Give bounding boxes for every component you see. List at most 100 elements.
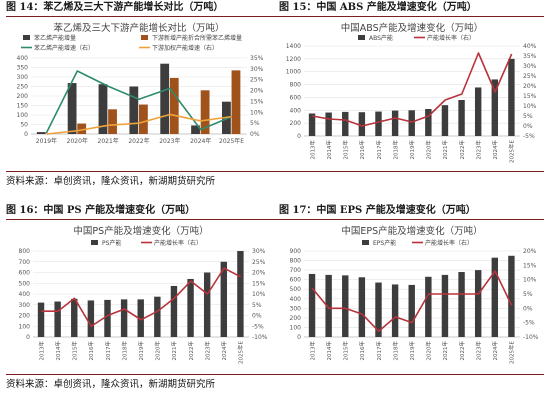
x-tick-label: 2017年 — [375, 341, 383, 361]
legend-label: ABS产能 — [369, 34, 393, 42]
x-tick-label: 2019年 — [137, 341, 145, 361]
x-tick-label: 2018年 — [391, 341, 399, 361]
bar — [160, 63, 170, 135]
bar — [37, 302, 45, 337]
bar — [491, 79, 499, 136]
bar — [231, 70, 241, 134]
legend-swatch — [362, 240, 369, 245]
bar — [375, 282, 382, 337]
y2-tick-label: 35% — [523, 53, 537, 60]
bar — [508, 255, 515, 337]
y2-tick-label: 35% — [250, 55, 264, 62]
x-tick-label: 2020年 — [154, 341, 162, 361]
bar — [474, 87, 482, 136]
y2-tick-label: 0% — [523, 123, 533, 130]
y2-tick-label: -10% — [252, 334, 268, 341]
chart-14-svg: 苯乙烯及三大下游产能增长对比（万吨） 0 50 100 150 200 250 300 350 4… — [17, 22, 264, 145]
y-tick-label: 200 — [290, 120, 302, 127]
bar — [170, 285, 178, 337]
legend-label: 产能增长率（右） — [154, 239, 202, 247]
x-tick-label: 2022年 — [187, 341, 195, 361]
x-tick-label: 2020年 — [67, 137, 88, 145]
y2-tick-label: 20% — [252, 270, 266, 277]
chart-panel-14: 苯乙烯及三大下游产能增长对比（万吨） 0 50 100 150 200 250 300 350 4… — [5, 18, 275, 168]
legend-label: 下游加权产能增速（右） — [152, 44, 218, 52]
bar — [77, 123, 87, 134]
legend-swatch — [23, 35, 30, 40]
y-tick-label: 100 — [17, 112, 29, 119]
legend-label: 产能增长率（右） — [427, 34, 475, 42]
legend-label: 产能增长率（右） — [425, 239, 473, 247]
y-tick-label: 200 — [290, 315, 302, 322]
x-tick-label: 2025年E — [237, 340, 245, 363]
y-tick-label: 0 — [297, 133, 301, 140]
y-tick-label: 1000 — [286, 69, 301, 76]
x-tick-label: 2014年 — [325, 140, 333, 160]
x-tick-label: 2023年 — [474, 140, 482, 160]
header-rule-top — [6, 16, 544, 17]
y2-tick-label: 25% — [250, 77, 264, 84]
y2-tick-label: 15% — [252, 280, 266, 287]
y2-tick-label: 10% — [252, 291, 266, 298]
y-tick-label: 700 — [19, 259, 31, 266]
bar — [342, 275, 349, 337]
y-tick-label: 100 — [290, 324, 302, 331]
source-note-top: 资料来源：卓创资讯，隆众资讯，新湖期货研究所 — [6, 176, 216, 187]
legend-label: 下游新增产能折合所需苯乙烯增量 — [152, 34, 242, 42]
x-tick-label: 2016年 — [87, 341, 95, 361]
y-tick-label: 400 — [290, 296, 302, 303]
y-tick-label: 350 — [17, 65, 29, 72]
chart-panel-16: 中国PS产能及增速变化（万吨） 0 100 200 300 400 500 600 700 800… — [5, 221, 275, 371]
x-tick-label: 2022年 — [128, 137, 149, 145]
y2-tick-label: 10% — [250, 109, 264, 116]
x-tick-label: 2020年 — [425, 140, 433, 160]
x-tick-label: 2014年 — [325, 341, 333, 361]
bar — [408, 110, 415, 136]
bar — [474, 270, 482, 337]
series-line — [312, 52, 513, 127]
series-line — [41, 267, 242, 328]
bar — [137, 299, 144, 338]
bar — [220, 261, 228, 337]
y2-tick-label: 25% — [252, 259, 266, 266]
bar — [358, 277, 366, 337]
x-tick-label: 2021年 — [441, 341, 449, 361]
y2-tick-label: 25% — [523, 73, 537, 80]
x-tick-label: 2021年 — [98, 137, 119, 145]
y-tick-label: 800 — [290, 258, 302, 265]
y2-tick-label: 15% — [523, 93, 537, 100]
y2-tick-label: 5% — [523, 291, 533, 298]
legend-label: 苯乙烯产能增速（右） — [34, 44, 94, 52]
x-tick-label: 2025年E — [508, 139, 516, 162]
chart-panel-17: 中国EPS产能及增速变化（万吨） 0 100 200 300 400 500 600 700 80… — [276, 221, 546, 371]
bar — [71, 298, 78, 337]
y2-tick-label: 15% — [250, 98, 264, 105]
x-tick-label: 2024年 — [220, 341, 228, 361]
y-tick-label: 300 — [290, 305, 302, 312]
x-tick-label: 2020年 — [425, 341, 433, 361]
y-tick-label: 800 — [290, 82, 302, 89]
bar — [342, 111, 349, 136]
bar — [325, 112, 332, 136]
x-tick-label: 2023年 — [159, 137, 180, 145]
bar — [391, 110, 399, 136]
bar — [120, 299, 128, 338]
x-tick-label: 2019年 — [408, 341, 416, 361]
y-tick-label: 600 — [19, 270, 31, 277]
y2-tick-label: 5% — [252, 302, 262, 309]
y-tick-label: 0 — [24, 131, 28, 138]
y-tick-label: 400 — [19, 291, 31, 298]
x-tick-label: 2023年 — [474, 341, 482, 361]
y2-tick-label: 10% — [523, 103, 537, 110]
y2-tick-label: -10% — [523, 334, 539, 341]
figure-16-header: 图 16：中国 PS 产能及增速变化（万吨） — [6, 205, 196, 216]
x-tick-label: 2018年 — [120, 341, 128, 361]
series-line — [311, 270, 513, 333]
x-tick-label: 2016年 — [358, 341, 366, 361]
x-tick-label: 2021年 — [441, 140, 449, 160]
y2-tick-label: -5% — [523, 133, 535, 140]
series-line — [46, 113, 232, 135]
y-tick-label: 900 — [290, 248, 302, 255]
bar — [358, 112, 366, 136]
y-tick-label: 300 — [17, 74, 29, 81]
